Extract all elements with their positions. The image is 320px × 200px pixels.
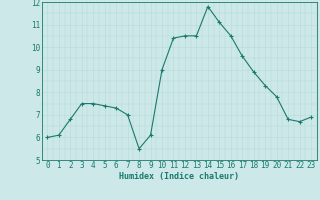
X-axis label: Humidex (Indice chaleur): Humidex (Indice chaleur) (119, 172, 239, 181)
